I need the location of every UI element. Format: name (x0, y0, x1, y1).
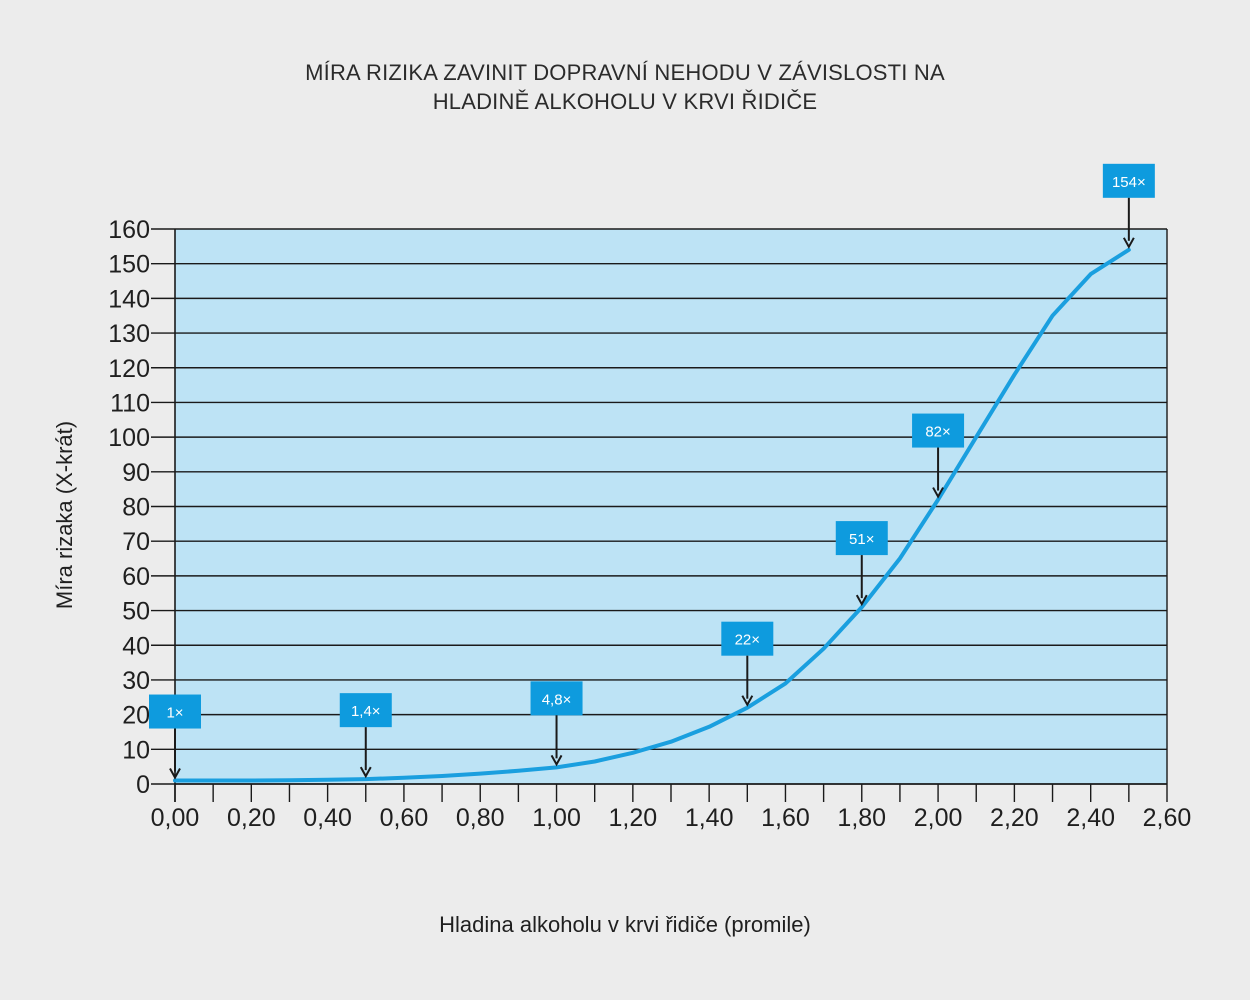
y-tick-label: 130 (108, 320, 150, 348)
annotation-51×: 51× (835, 521, 888, 607)
annotation-1×: 1× (149, 694, 201, 780)
annotation-4,8×: 4,8× (530, 681, 583, 767)
y-tick-label: 140 (108, 285, 150, 313)
y-tick-label: 40 (122, 632, 150, 660)
y-tick-label: 150 (108, 251, 150, 279)
y-tick-label: 70 (122, 528, 150, 556)
annotation-arrow-head (855, 594, 868, 607)
x-tick-label: 1,80 (837, 804, 886, 832)
y-axis-label: Míra rizaka (X-krát) (52, 421, 77, 609)
y-tick-label: 50 (122, 598, 150, 626)
y-tick-label: 120 (108, 355, 150, 383)
y-tick-label: 110 (110, 389, 150, 417)
y-tick-label: 20 (122, 702, 150, 730)
x-tick-label: 1,00 (532, 804, 581, 832)
annotation-label: 154× (1112, 174, 1146, 191)
risk-series-line (173, 247, 1131, 783)
annotation-arrow-head (741, 695, 754, 707)
x-tick-label: 0,80 (456, 804, 505, 832)
y-tick-label: 90 (122, 459, 150, 487)
annotation-box (1102, 163, 1155, 198)
chart-title-line-2: HLADINĚ ALKOHOLU V KRVI ŘIDIČE (432, 89, 818, 114)
annotation-label: 82× (925, 424, 950, 441)
y-tick-label: 0 (136, 771, 150, 799)
annotation-label: 1× (166, 705, 183, 722)
x-tick-label: 1,60 (761, 804, 810, 832)
annotation-box (721, 621, 774, 656)
annotation-box (149, 694, 201, 729)
x-tick-label: 0,00 (151, 804, 200, 832)
annotation-1,4×: 1,4× (339, 693, 392, 779)
y-tick-label: 80 (122, 494, 150, 522)
chart-title-line-1: MÍRA RIZIKA ZAVINIT DOPRAVNÍ NEHODU V ZÁ… (305, 60, 945, 85)
x-tick-label: 0,20 (227, 804, 276, 832)
annotations: 1× 1,4× 4,8× 22× 51× 82× 154× (149, 163, 1155, 780)
x-tick-label: 0,40 (303, 804, 352, 832)
x-tick-label: 1,20 (609, 804, 658, 832)
x-tick-label: 2,60 (1143, 804, 1192, 832)
annotation-box (530, 681, 583, 716)
annotation-154×: 154× (1102, 163, 1155, 249)
x-axis-label: Hladina alkoholu v krvi řidiče (promile) (439, 912, 811, 937)
annotation-arrow-head (1122, 237, 1135, 249)
chart-title: MÍRA RIZIKA ZAVINIT DOPRAVNÍ NEHODU V ZÁ… (0, 58, 1250, 116)
y-tick-label: 100 (108, 424, 150, 452)
y-tick-label: 30 (122, 667, 150, 695)
annotation-arrow-head (359, 766, 372, 779)
annotation-box (835, 521, 888, 556)
annotation-arrow-head (169, 768, 181, 780)
annotation-label: 51× (849, 531, 874, 548)
annotation-label: 1,4× (351, 703, 381, 720)
annotation-arrow-head (932, 487, 944, 499)
annotation-arrow-head (550, 754, 563, 767)
annotation-22×: 22× (721, 621, 774, 707)
annotation-box (339, 693, 392, 728)
x-tick-label: 2,00 (914, 804, 963, 832)
annotation-label: 22× (735, 632, 760, 649)
axes: 0 10 20 30 40 50 60 70 80 90 100 110 120 130 140 150 160… (108, 216, 1191, 832)
y-tick-label: 60 (122, 563, 150, 591)
series (173, 247, 1131, 783)
y-tick-label: 10 (122, 736, 150, 764)
annotation-82×: 82× (912, 413, 965, 499)
annotation-box (912, 413, 965, 448)
x-tick-label: 1,40 (685, 804, 734, 832)
x-tick-label: 2,40 (1066, 804, 1115, 832)
x-tick-label: 0,60 (380, 804, 429, 832)
x-tick-label: 2,20 (990, 804, 1039, 832)
annotation-label: 4,8× (542, 691, 572, 708)
y-tick-label: 160 (108, 216, 150, 244)
